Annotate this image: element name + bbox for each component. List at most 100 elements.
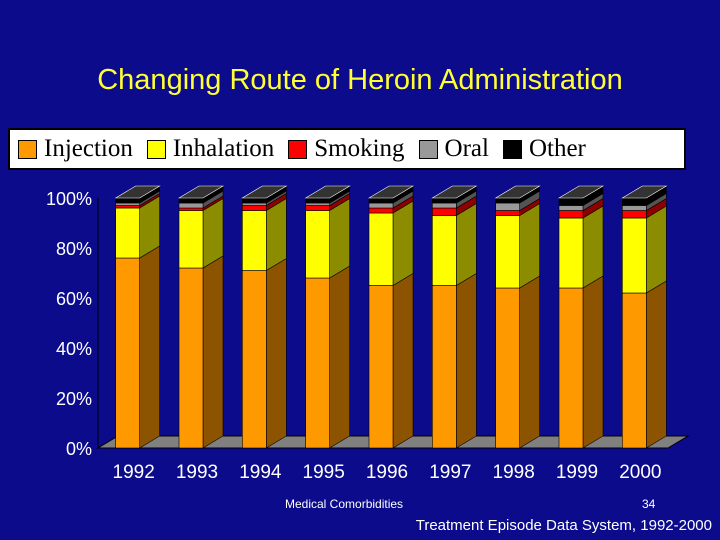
bar-inhalation-1998 bbox=[495, 215, 520, 289]
bar-oral-1992 bbox=[115, 202, 140, 206]
legend-item-injection: Injection bbox=[18, 135, 133, 163]
bar-other-1992 bbox=[115, 197, 140, 204]
bar-injection-2000 bbox=[622, 292, 647, 449]
legend-swatch-injection bbox=[18, 139, 37, 159]
legend: Injection Inhalation Smoking Oral Other bbox=[8, 128, 686, 170]
x-tick-label-1997: 1997 bbox=[429, 462, 471, 483]
legend-item-other: Other bbox=[502, 135, 586, 163]
bar-inhalation-1994-side bbox=[266, 197, 287, 272]
y-tick-label: 80% bbox=[56, 239, 92, 259]
bar-oral-2000 bbox=[622, 205, 647, 211]
bar-top-1993 bbox=[177, 185, 225, 199]
bar-other-1998 bbox=[495, 197, 520, 204]
x-tick-label-1996: 1996 bbox=[366, 462, 408, 483]
x-tick-label-1998: 1998 bbox=[493, 462, 535, 483]
bar-smoking-1995 bbox=[305, 205, 330, 211]
bar-inhalation-1995 bbox=[305, 210, 330, 279]
bar-injection-1998-side bbox=[519, 275, 540, 449]
x-tick-label-1994: 1994 bbox=[239, 462, 282, 483]
bar-inhalation-1993 bbox=[178, 210, 204, 269]
legend-swatch-oral bbox=[418, 139, 438, 159]
bar-injection-1995-side bbox=[329, 265, 350, 449]
bar-oral-1999 bbox=[558, 205, 584, 211]
bar-injection-1996 bbox=[368, 285, 394, 449]
bar-inhalation-2000-side bbox=[646, 205, 667, 294]
bar-injection-1993 bbox=[178, 267, 204, 449]
bar-top-1992 bbox=[114, 185, 161, 199]
x-tick-label-1999: 1999 bbox=[556, 462, 598, 483]
legend-swatch-inhalation bbox=[146, 139, 166, 159]
bar-oral-1993 bbox=[178, 202, 204, 209]
legend-label-inhalation: Inhalation bbox=[172, 135, 275, 162]
bar-other-1996 bbox=[368, 197, 394, 204]
bar-oral-1998 bbox=[495, 202, 520, 211]
bar-other-1997 bbox=[432, 197, 457, 204]
bar-injection-1997-side bbox=[456, 272, 477, 449]
bar-top-1995 bbox=[304, 185, 351, 199]
bar-smoking-1992 bbox=[115, 205, 140, 209]
bar-smoking-1998 bbox=[495, 210, 520, 216]
legend-item-smoking: Smoking bbox=[288, 135, 405, 163]
bar-injection-1999 bbox=[558, 287, 584, 449]
bar-smoking-1994 bbox=[242, 205, 267, 211]
y-tick-label: 60% bbox=[56, 289, 92, 309]
bar-injection-1998 bbox=[495, 287, 520, 449]
bar-top-1997 bbox=[431, 185, 478, 199]
bar-injection-1996-side bbox=[392, 272, 414, 449]
bar-injection-1995 bbox=[305, 277, 330, 449]
page-number: 34 bbox=[642, 497, 656, 511]
bar-oral-1997 bbox=[432, 202, 457, 209]
bar-smoking-2000 bbox=[622, 210, 647, 219]
y-tick-label: 40% bbox=[56, 339, 92, 359]
x-tick-label-2000: 2000 bbox=[619, 462, 661, 483]
bar-other-1994 bbox=[242, 197, 267, 204]
x-tick-label-1992: 1992 bbox=[113, 462, 155, 483]
bar-injection-1994-side bbox=[266, 257, 287, 449]
bar-smoking-1993 bbox=[178, 207, 204, 211]
legend-label-oral: Oral bbox=[444, 135, 489, 162]
bar-top-1998 bbox=[494, 185, 541, 199]
bar-injection-1992-side bbox=[139, 245, 160, 449]
bar-oral-1994 bbox=[242, 202, 267, 206]
bar-injection-1992 bbox=[115, 257, 140, 449]
bar-injection-2000-side bbox=[646, 280, 667, 449]
x-tick-label-1995: 1995 bbox=[303, 462, 345, 483]
x-tick-label-1993: 1993 bbox=[176, 462, 218, 483]
bar-injection-1999-side bbox=[582, 275, 604, 449]
y-tick-label: 100% bbox=[46, 189, 92, 209]
bar-injection-1993-side bbox=[202, 255, 224, 449]
bar-oral-1996 bbox=[368, 202, 394, 209]
y-tick-label: 0% bbox=[66, 439, 92, 459]
bar-inhalation-1992 bbox=[115, 207, 140, 259]
bar-inhalation-1994 bbox=[242, 210, 267, 271]
legend-label-other: Other bbox=[528, 135, 586, 162]
legend-label-injection: Injection bbox=[44, 135, 133, 162]
legend-swatch-other bbox=[502, 139, 522, 159]
bar-inhalation-1997 bbox=[432, 215, 457, 286]
bar-top-2000 bbox=[621, 185, 668, 199]
bar-smoking-1996 bbox=[368, 207, 394, 214]
bar-top-1999 bbox=[557, 185, 605, 199]
bar-inhalation-1995-side bbox=[329, 197, 350, 279]
bar-inhalation-2000 bbox=[622, 217, 647, 294]
bar-top-1996 bbox=[367, 185, 415, 199]
bar-inhalation-1996-side bbox=[392, 200, 414, 287]
bar-inhalation-1997-side bbox=[456, 202, 477, 287]
bar-injection-1994 bbox=[242, 270, 267, 449]
legend-item-oral: Oral bbox=[418, 135, 489, 163]
bar-inhalation-1998-side bbox=[519, 202, 540, 289]
bar-other-2000 bbox=[622, 197, 647, 206]
bar-inhalation-1999-side bbox=[582, 205, 604, 289]
bar-other-1995 bbox=[305, 197, 330, 204]
bar-smoking-1997 bbox=[432, 207, 457, 216]
chart-title: Changing Route of Heroin Administration bbox=[97, 64, 623, 96]
legend-swatch-smoking bbox=[288, 139, 308, 159]
bar-other-1993 bbox=[178, 197, 204, 204]
bar-smoking-1999 bbox=[558, 210, 584, 219]
bar-top-1994 bbox=[241, 185, 288, 199]
legend-label-smoking: Smoking bbox=[314, 135, 405, 162]
bar-injection-1997 bbox=[432, 285, 457, 449]
bar-inhalation-1999 bbox=[558, 217, 584, 289]
source-note: Treatment Episode Data System, 1992-2000 bbox=[415, 517, 712, 534]
